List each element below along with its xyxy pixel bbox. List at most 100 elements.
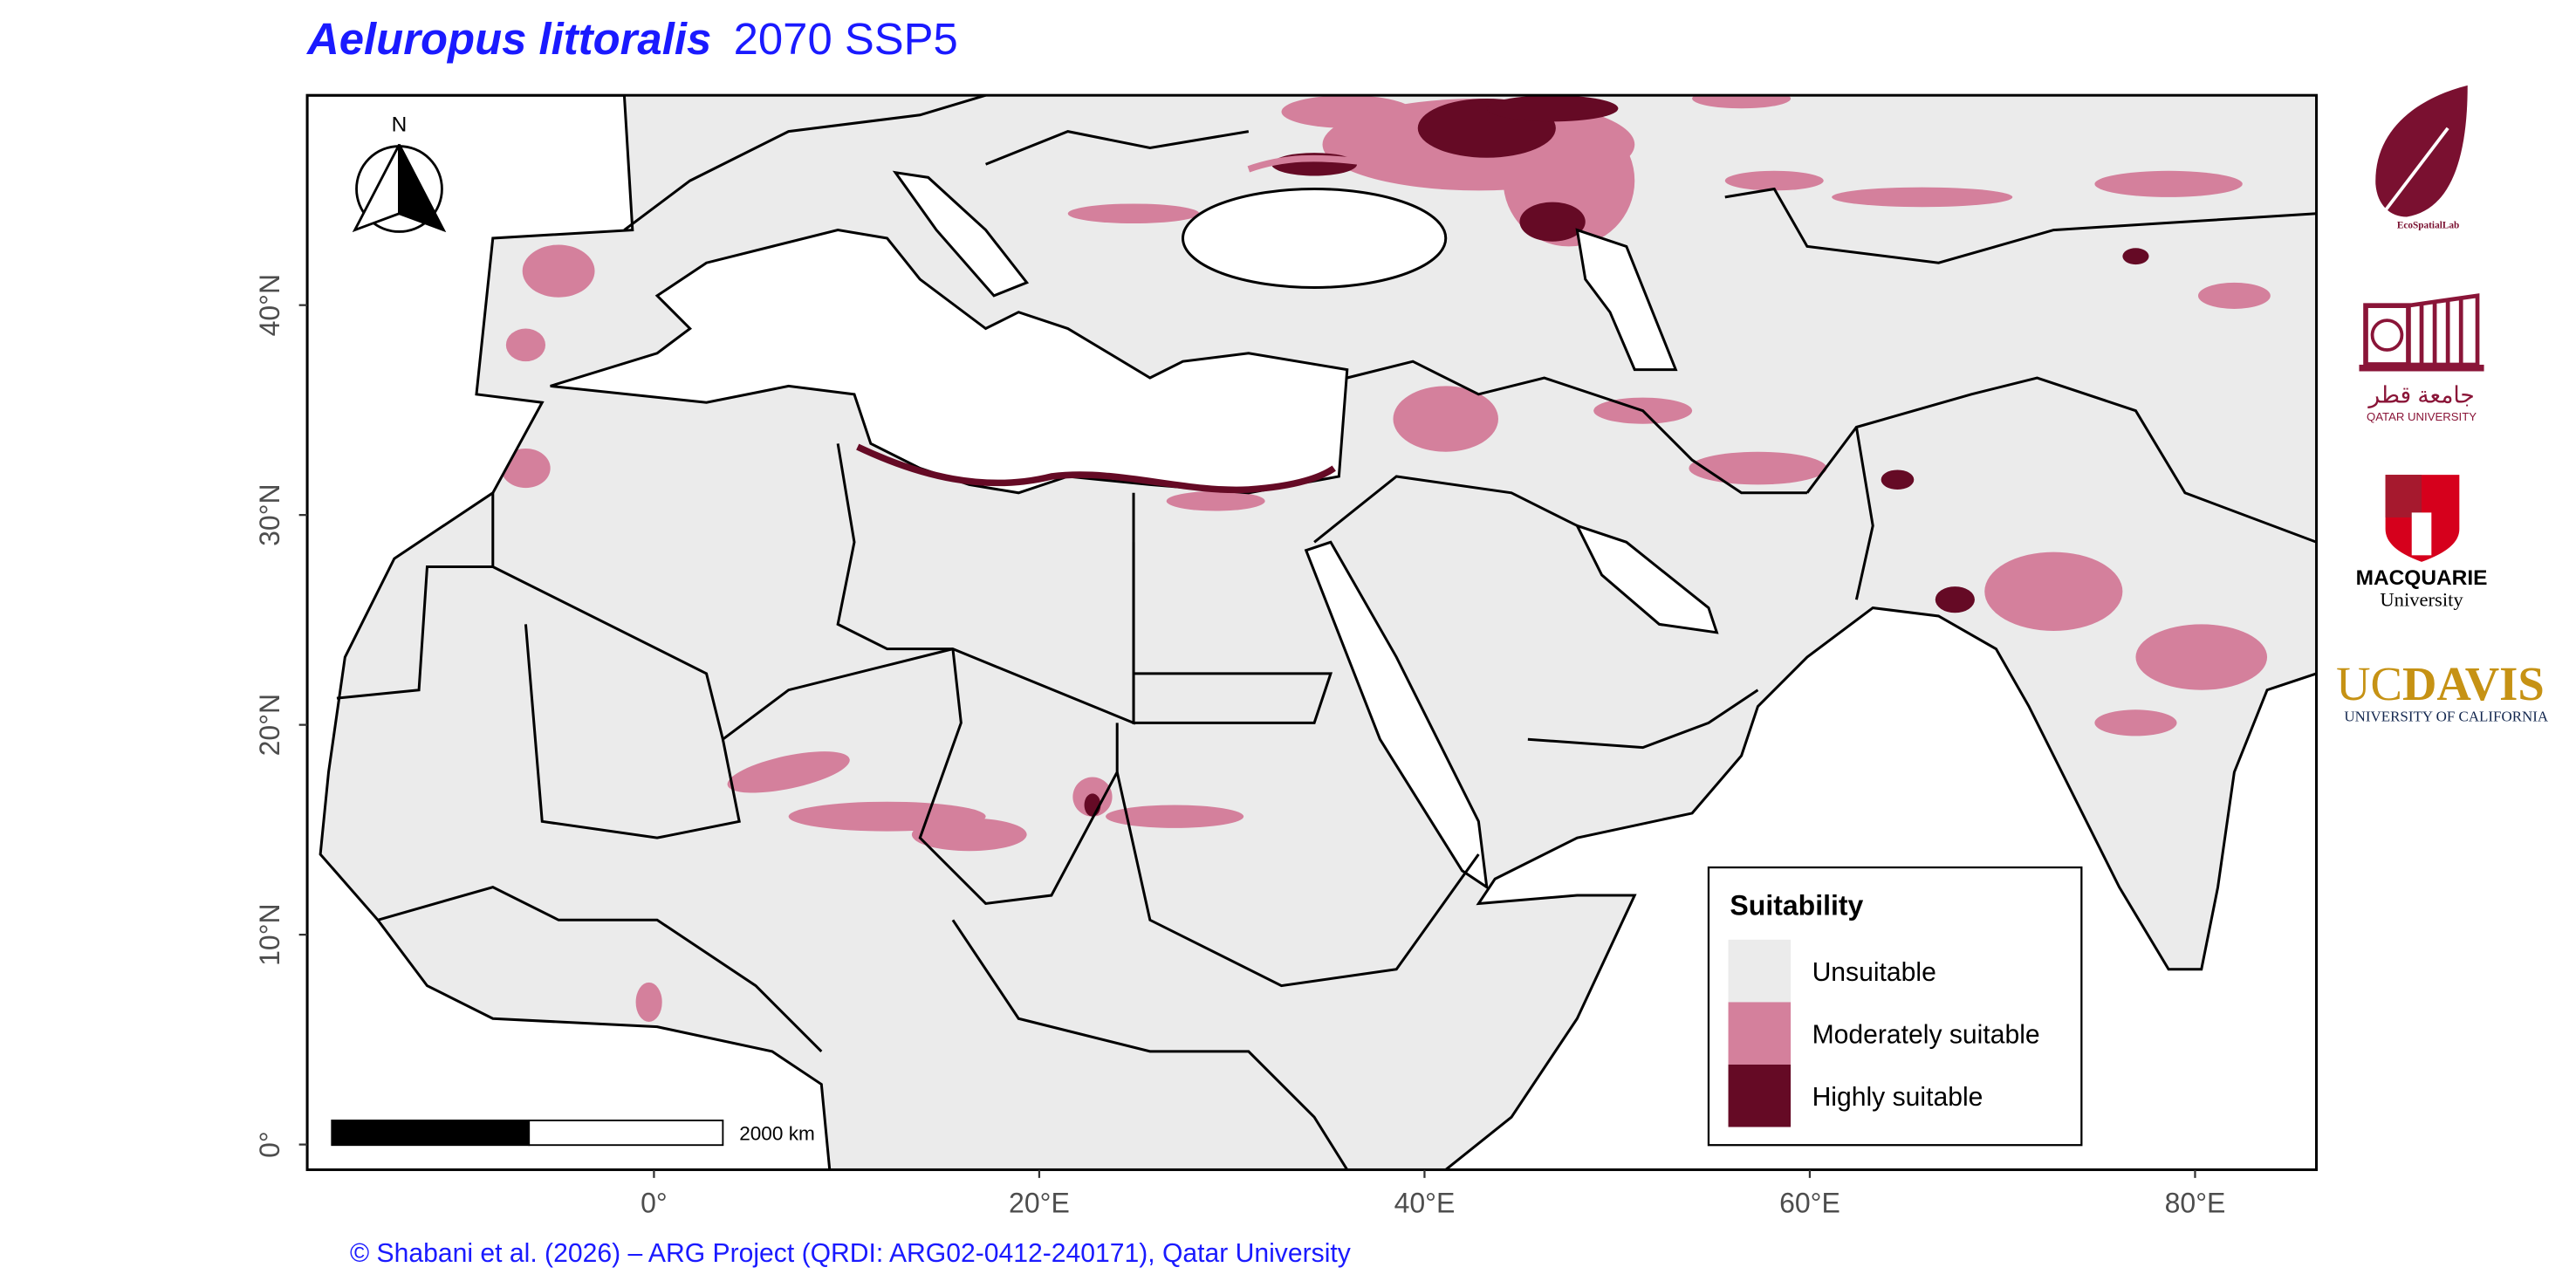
moderate-patch <box>501 448 551 489</box>
qu-arabic: جامعة قطر <box>2367 381 2474 408</box>
y-tick-label: 40°N <box>254 274 285 337</box>
atlantic-ocean <box>307 95 832 1170</box>
moderate-patch <box>727 751 850 793</box>
ucd-name: UCDAVIS <box>2336 657 2545 710</box>
moderate-patch <box>1106 805 1244 828</box>
ucd-davis: DAVIS <box>2402 657 2545 710</box>
scale-label: 2000 km <box>739 1123 815 1145</box>
moderate-patch <box>1281 95 1414 128</box>
x-tick-label: 20°E <box>1009 1187 1070 1218</box>
leaf-vein <box>2384 127 2449 212</box>
ucd-uc: UC <box>2336 657 2402 710</box>
north-label: N <box>392 113 408 137</box>
qu-english: QATAR UNIVERSITY <box>2367 410 2477 423</box>
moderate-patch <box>2094 709 2177 736</box>
legend-label: Moderately suitable <box>1812 1020 2040 1049</box>
legend: Suitability Unsuitable Moderately suitabl… <box>1707 866 2083 1147</box>
moderate-patch <box>1984 552 2123 631</box>
red-sea <box>1304 540 1489 890</box>
moderate-patch <box>635 982 662 1023</box>
north-arrow: N <box>352 113 447 233</box>
border <box>336 492 495 700</box>
mq-name: MACQUARIE <box>2356 566 2488 590</box>
qu-base <box>2359 364 2484 372</box>
mq-lighthouse <box>2411 512 2432 556</box>
mq-shield-part <box>2385 475 2422 518</box>
high-patch <box>1519 202 1586 242</box>
moderate-patch <box>1067 203 1200 224</box>
moderate-patch <box>505 328 546 362</box>
adriatic-sea <box>892 170 1030 298</box>
border <box>1854 427 1874 600</box>
high-patch <box>2122 248 2149 265</box>
legend-swatch <box>1728 1002 1792 1065</box>
moderate-patch <box>1724 170 1824 191</box>
border <box>951 919 1349 1170</box>
scale-bar: 2000 km <box>331 1120 815 1147</box>
axis-ticks: 0° 20°E 40°E 60°E 80°E 0° 10°N 20°N 30°N 40°N <box>254 274 2225 1218</box>
credit: © Shabani et al. (2026) – ARG Project (Q… <box>350 1239 1351 1268</box>
legend-label: Unsuitable <box>1812 958 1936 987</box>
x-tick-label: 80°E <box>2165 1187 2226 1218</box>
x-tick-label: 40°E <box>1394 1187 1456 1218</box>
border <box>492 565 954 742</box>
scale-segment <box>331 1120 531 1147</box>
border <box>1115 771 1480 988</box>
high-patch <box>1935 586 1975 613</box>
moderate-patch <box>1832 187 2013 208</box>
legend-swatch <box>1728 939 1792 1003</box>
border <box>524 624 741 839</box>
title: Aeluropus littoralis 2070 SSP5 <box>305 14 958 64</box>
arrow-right <box>398 144 447 233</box>
map <box>307 95 2317 1170</box>
ecospatial-text: EcoSpatialLab <box>2397 221 2459 231</box>
legend-label: Highly suitable <box>1812 1083 1983 1112</box>
moderate-patch <box>522 244 595 298</box>
moderate-patch <box>1692 95 1792 109</box>
y-tick-label: 30°N <box>254 483 285 546</box>
border <box>1132 492 1333 724</box>
moderate-patch <box>1393 386 1498 452</box>
border <box>623 95 987 231</box>
legend-title: Suitability <box>1730 890 1863 921</box>
border <box>1724 187 2317 264</box>
map-frame <box>305 93 2319 1171</box>
high-patch <box>1881 469 1915 490</box>
y-tick-label: 10°N <box>254 903 285 966</box>
moderate-patch <box>1166 490 1265 511</box>
species-name: Aeluropus littoralis <box>305 14 711 64</box>
moderate-patch <box>911 818 1027 852</box>
caspian-sea <box>1575 228 1678 372</box>
moderate-patch <box>2094 170 2243 197</box>
logos: EcoSpatialLab جامعة قطر QATAR UNIVERSITY… <box>2336 85 2549 724</box>
x-tick-label: 60°E <box>1779 1187 1840 1218</box>
border <box>377 886 823 1052</box>
moderate-patch <box>1689 451 1827 485</box>
ucd-sub: UNIVERSITY OF CALIFORNIA <box>2344 708 2548 724</box>
qu-emblem <box>2370 319 2404 352</box>
qu-building <box>2408 293 2480 367</box>
border <box>1346 360 1807 495</box>
coastal-high-strip <box>856 443 1336 494</box>
moderate-patch <box>2135 624 2268 690</box>
high-patch <box>1486 95 1619 122</box>
y-tick-label: 0° <box>254 1131 285 1158</box>
scale-segment <box>528 1120 724 1147</box>
moderate-patch <box>2197 282 2271 309</box>
border <box>1313 475 1579 544</box>
ecospatial-leaf <box>2375 85 2468 217</box>
legend-swatch <box>1728 1064 1792 1127</box>
border <box>985 130 1250 166</box>
coastal-moderate-strip <box>1247 154 1380 173</box>
suitability-layer <box>501 95 2271 1023</box>
persian-gulf <box>1574 523 1719 634</box>
scenario: 2070 SSP5 <box>734 14 958 64</box>
black-sea <box>1182 187 1448 289</box>
border <box>1527 689 1759 750</box>
mediterranean-sea <box>550 229 1349 495</box>
y-tick-label: 20°N <box>254 694 285 757</box>
mq-sub: University <box>2380 589 2463 611</box>
country-borders <box>336 95 2317 1170</box>
